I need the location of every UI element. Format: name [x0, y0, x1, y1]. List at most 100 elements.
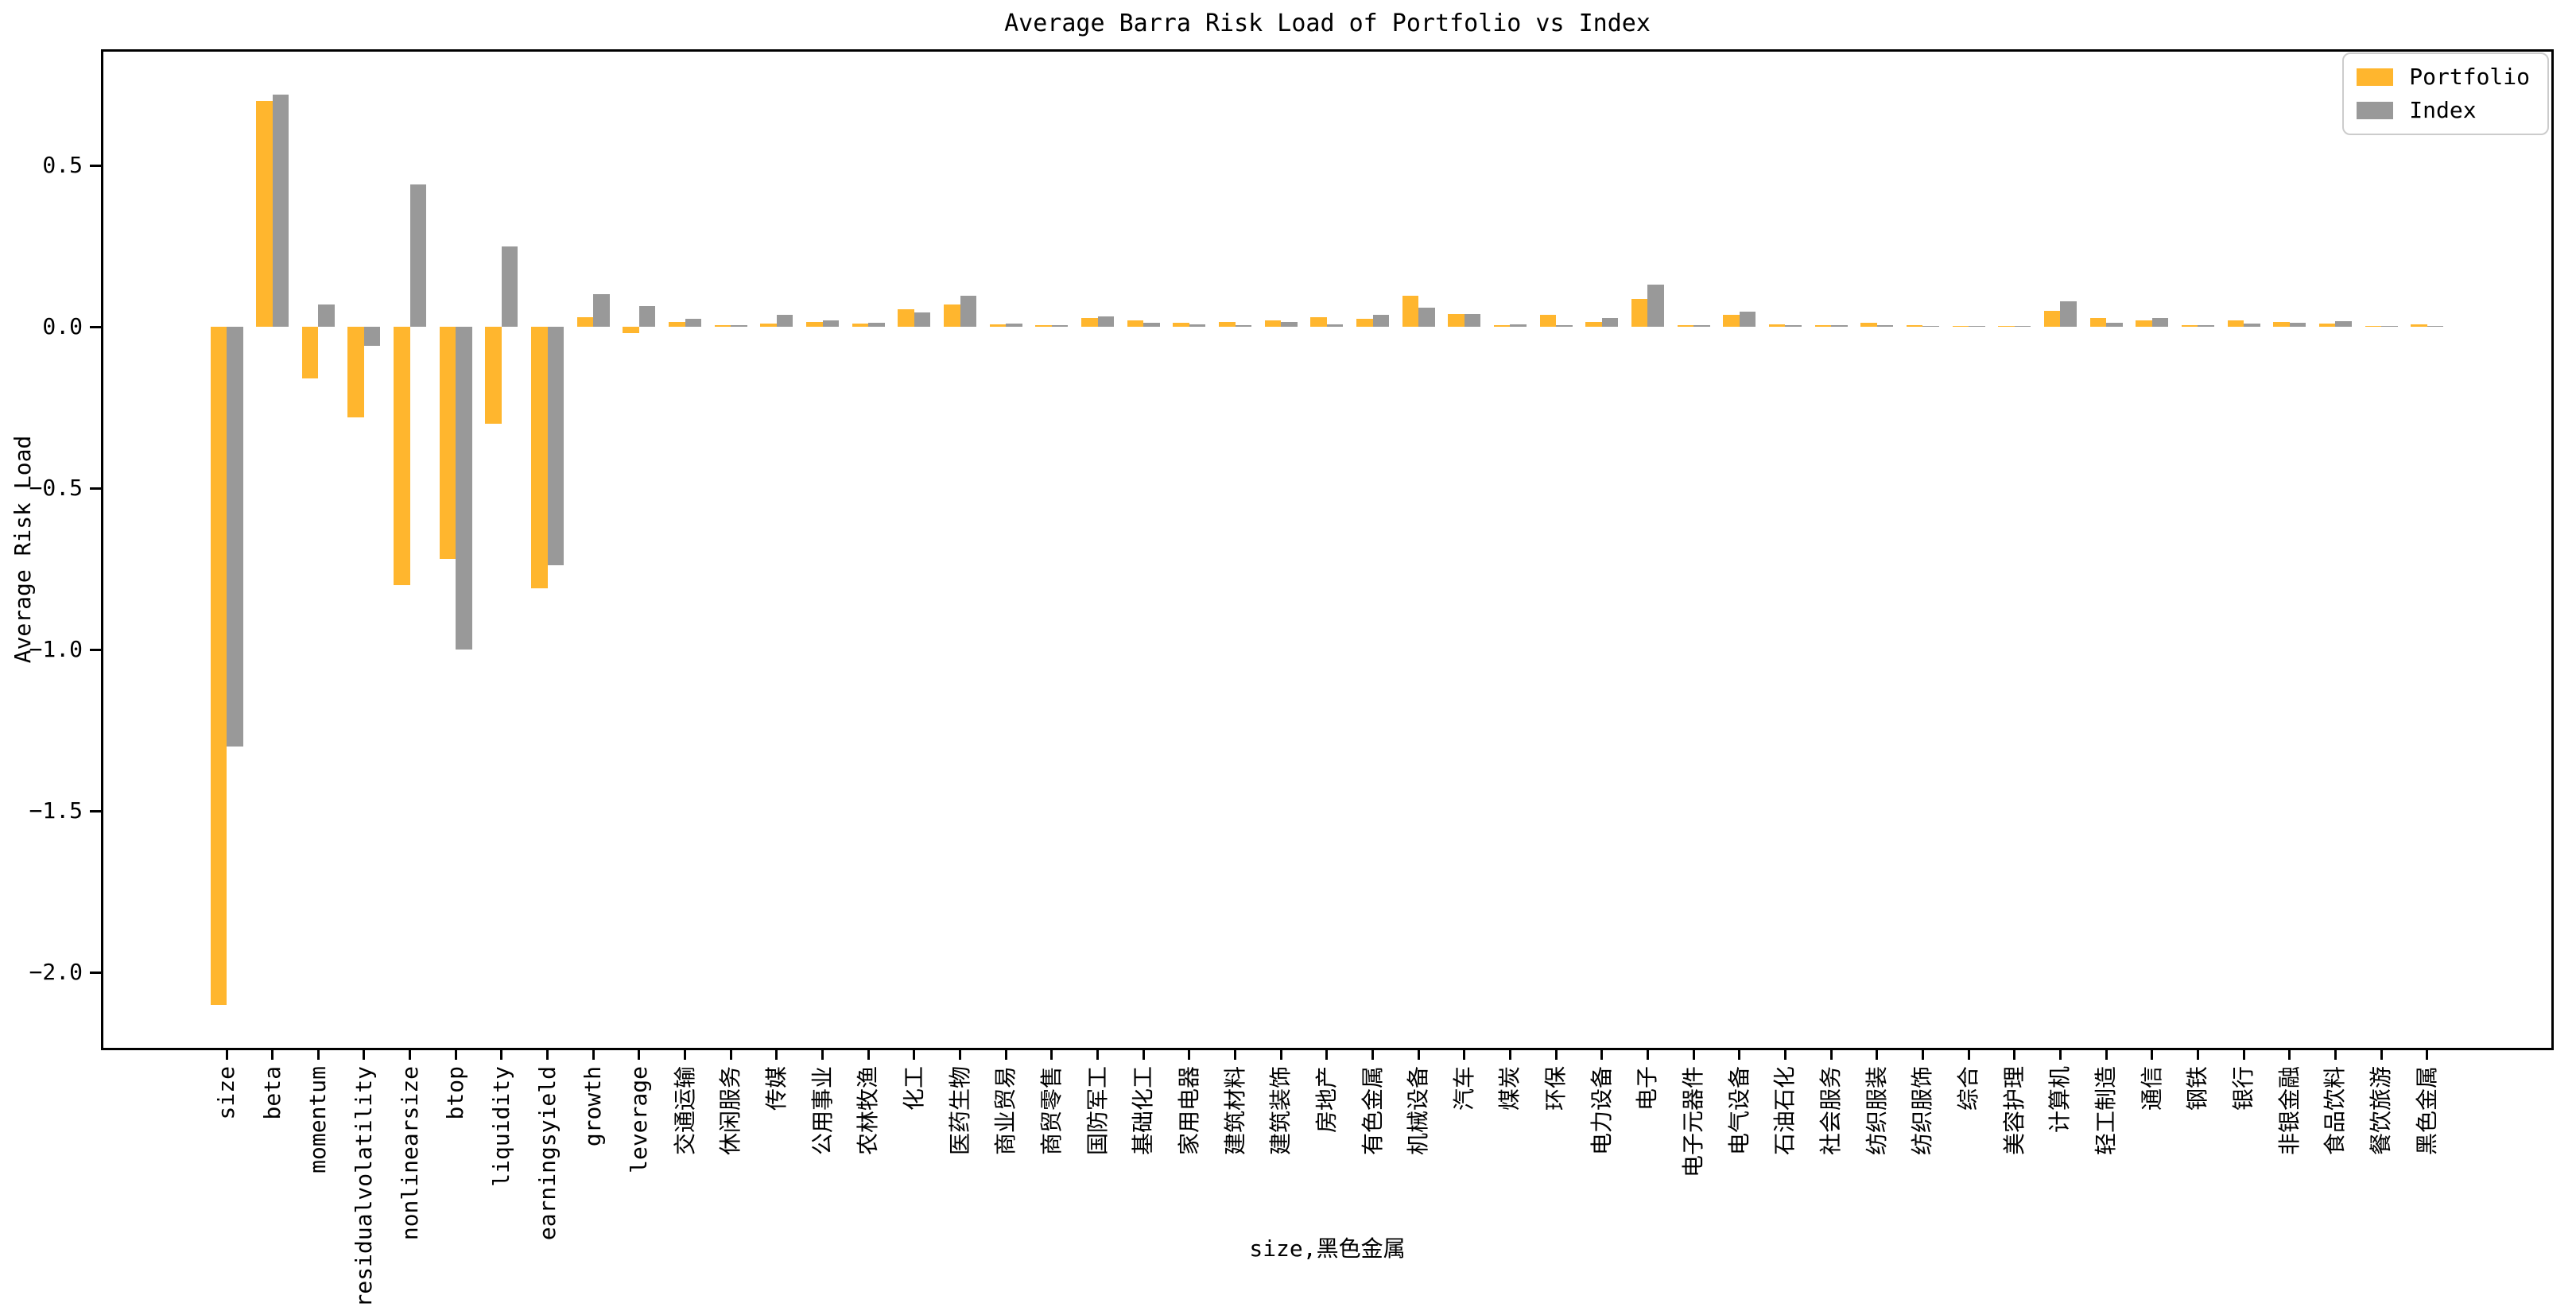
bar-portfolio-计算机 [2043, 310, 2061, 327]
bar-index-通信 [2151, 318, 2169, 327]
bar-portfolio-商业贸易 [989, 324, 1007, 327]
bar-index-石油石化 [1785, 324, 1802, 327]
bar-portfolio-leverage [623, 327, 639, 334]
x-tick-label-liquidity: liquidity [487, 1066, 514, 1187]
bar-index-纺织服饰 [1922, 325, 1939, 327]
bar-index-社会服务 [1831, 325, 1848, 327]
x-tick-label-纺织服装: 纺织服装 [1863, 1066, 1890, 1156]
x-tick-mark-休闲服务 [729, 1050, 732, 1060]
bar-index-电子 [1647, 285, 1664, 327]
bar-index-momentum [318, 304, 335, 327]
x-tick-label-电子元器件: 电子元器件 [1680, 1066, 1707, 1178]
x-tick-mark-环保 [1554, 1050, 1558, 1060]
y-axis-label: Average Risk Load [10, 435, 36, 664]
bar-portfolio-建筑装饰 [1264, 320, 1282, 327]
bar-portfolio-公用事业 [806, 321, 823, 327]
bar-portfolio-size [210, 327, 227, 1005]
x-tick-label-leverage: leverage [625, 1066, 652, 1173]
y-tick-mark--2 [90, 971, 101, 974]
x-tick-mark-交通运输 [684, 1050, 687, 1060]
x-tick-mark-黑色金属 [2426, 1050, 2429, 1060]
x-tick-label-建筑材料: 建筑材料 [1221, 1066, 1248, 1156]
y-tick-mark--1 [90, 648, 101, 651]
x-tick-label-黑色金属: 黑色金属 [2413, 1066, 2440, 1156]
x-tick-label-休闲服务: 休闲服务 [717, 1066, 744, 1156]
bar-index-餐饮旅游 [2381, 326, 2398, 327]
bar-portfolio-医药生物 [944, 304, 960, 327]
bar-portfolio-growth [576, 316, 594, 327]
x-tick-mark-食品饮料 [2334, 1050, 2337, 1060]
bar-portfolio-电气设备 [1723, 314, 1740, 327]
x-tick-mark-商业贸易 [1004, 1050, 1007, 1060]
x-tick-label-计算机: 计算机 [2046, 1066, 2074, 1134]
x-tick-label-有色金属: 有色金属 [1359, 1066, 1386, 1156]
bar-portfolio-汽车 [1448, 313, 1465, 327]
bar-index-非银金融 [2289, 323, 2306, 327]
bar-index-汽车 [1464, 313, 1481, 327]
bar-index-size [227, 327, 243, 747]
bar-portfolio-liquidity [485, 327, 502, 424]
x-tick-label-社会服务: 社会服务 [1818, 1066, 1845, 1156]
x-tick-mark-机械设备 [1417, 1050, 1420, 1060]
bar-index-家用电器 [1189, 324, 1206, 327]
x-tick-label-电力设备: 电力设备 [1588, 1066, 1615, 1156]
bar-index-机械设备 [1418, 307, 1435, 327]
x-tick-label-石油石化: 石油石化 [1771, 1066, 1798, 1156]
bar-index-有色金属 [1372, 314, 1389, 327]
x-tick-mark-纺织服装 [1876, 1050, 1879, 1060]
x-tick-mark-轻工制造 [2105, 1050, 2108, 1060]
bar-index-leverage [638, 305, 656, 327]
x-tick-label-房地产: 房地产 [1313, 1066, 1340, 1134]
plot-area [101, 49, 2554, 1050]
bar-portfolio-residualvolatility [347, 327, 364, 417]
bar-index-商贸零售 [1051, 325, 1069, 327]
x-tick-label-农林牧渔: 农林牧渔 [855, 1066, 882, 1156]
bar-portfolio-环保 [1539, 314, 1557, 327]
y-tick-label-0.5: 0.5 [42, 152, 83, 178]
x-tick-mark-化工 [913, 1050, 916, 1060]
x-tick-label-钢铁: 钢铁 [2184, 1066, 2211, 1111]
x-tick-mark-计算机 [2058, 1050, 2062, 1060]
x-tick-mark-size [225, 1050, 228, 1060]
x-tick-mark-非银金融 [2288, 1050, 2291, 1060]
bar-portfolio-家用电器 [1173, 323, 1189, 327]
x-tick-label-btop: btop [442, 1066, 469, 1120]
bar-portfolio-轻工制造 [2089, 317, 2107, 327]
y-tick-mark--0.5 [90, 487, 101, 490]
x-tick-label-通信: 通信 [2138, 1066, 2165, 1111]
x-tick-mark-momentum [316, 1050, 320, 1060]
x-tick-mark-国防军工 [1096, 1050, 1100, 1060]
bar-index-国防军工 [1097, 316, 1115, 327]
x-tick-label-residualvolatility: residualvolatility [350, 1066, 377, 1307]
bar-index-建筑装饰 [1281, 322, 1298, 327]
x-tick-label-商贸零售: 商贸零售 [1038, 1066, 1065, 1156]
legend-portfolio-label: Portfolio [2409, 64, 2530, 90]
x-tick-label-医药生物: 医药生物 [946, 1066, 973, 1156]
bar-portfolio-电子元器件 [1677, 325, 1694, 327]
x-tick-mark-房地产 [1325, 1050, 1329, 1060]
x-tick-mark-电子元器件 [1692, 1050, 1695, 1060]
bar-portfolio-化工 [898, 308, 914, 327]
x-tick-mark-公用事业 [821, 1050, 824, 1060]
x-tick-mark-earningsyield [546, 1050, 549, 1060]
bar-index-银行 [2244, 323, 2260, 327]
x-tick-mark-liquidity [500, 1050, 503, 1060]
bar-portfolio-nonlinearsize [394, 327, 410, 585]
bar-portfolio-美容护理 [1998, 325, 2015, 327]
y-tick-label--0.5: −0.5 [29, 475, 83, 501]
x-tick-mark-beta [271, 1050, 274, 1060]
x-tick-mark-纺织服饰 [1921, 1050, 1924, 1060]
bar-portfolio-momentum [301, 327, 319, 378]
bar-index-钢铁 [2198, 325, 2214, 327]
x-tick-mark-社会服务 [1829, 1050, 1833, 1060]
x-tick-label-食品饮料: 食品饮料 [2322, 1066, 2349, 1156]
x-tick-mark-leverage [638, 1050, 641, 1060]
x-tick-mark-医药生物 [959, 1050, 962, 1060]
y-tick-mark--1.5 [90, 809, 101, 813]
x-tick-mark-btop [454, 1050, 457, 1060]
x-tick-mark-基础化工 [1142, 1050, 1145, 1060]
y-tick-mark-0 [90, 325, 101, 328]
bar-portfolio-电子 [1631, 299, 1648, 327]
bar-portfolio-商贸零售 [1035, 325, 1052, 327]
